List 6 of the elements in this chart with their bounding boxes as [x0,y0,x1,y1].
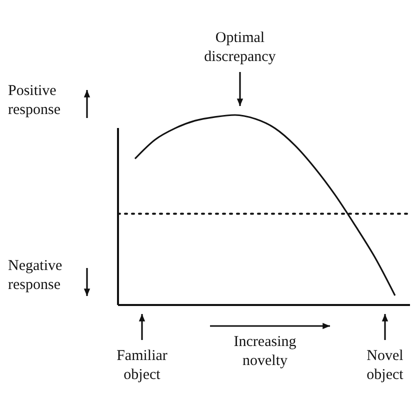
text: Increasing novelty [234,334,297,369]
text: Negative response [8,258,62,293]
text: Novel object [366,348,404,383]
text: Optimal discrepancy [204,30,276,65]
text: Familiar object [116,348,168,383]
text: Positive response [8,83,61,118]
